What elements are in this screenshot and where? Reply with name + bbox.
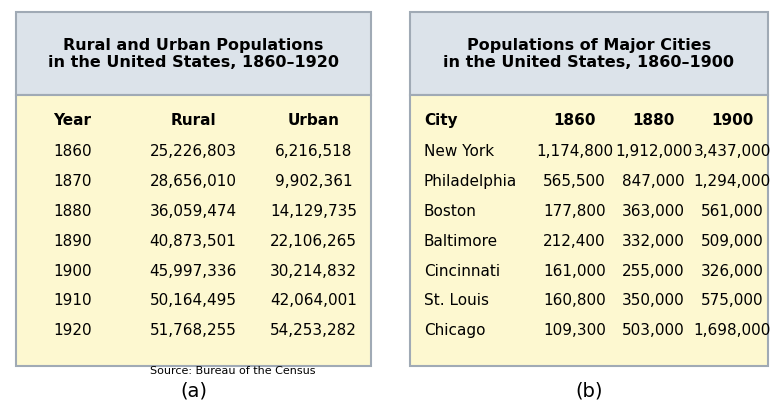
Text: Populations of Major Cities
in the United States, 1860–1900: Populations of Major Cities in the Unite… <box>443 37 735 70</box>
Text: 45,997,336: 45,997,336 <box>149 264 237 278</box>
Text: 1880: 1880 <box>633 113 675 128</box>
Text: 1880: 1880 <box>53 204 91 219</box>
Text: 160,800: 160,800 <box>543 293 606 309</box>
Text: 565,500: 565,500 <box>543 174 606 189</box>
Text: Rural: Rural <box>170 113 216 128</box>
Text: 1900: 1900 <box>711 113 753 128</box>
Text: Cincinnati: Cincinnati <box>424 264 500 278</box>
Text: 1860: 1860 <box>553 113 596 128</box>
Text: Rural and Urban Populations
in the United States, 1860–1920: Rural and Urban Populations in the Unite… <box>48 37 339 70</box>
Text: 42,064,001: 42,064,001 <box>271 293 357 309</box>
Text: Source: Bureau of the Census: Source: Bureau of the Census <box>151 366 316 376</box>
Text: 28,656,010: 28,656,010 <box>150 174 236 189</box>
Text: Boston: Boston <box>424 204 477 219</box>
Text: 161,000: 161,000 <box>543 264 606 278</box>
Text: 332,000: 332,000 <box>622 234 685 249</box>
FancyBboxPatch shape <box>16 12 370 95</box>
Text: 54,253,282: 54,253,282 <box>271 323 357 338</box>
Text: 503,000: 503,000 <box>622 323 685 338</box>
Text: 109,300: 109,300 <box>543 323 606 338</box>
Text: 22,106,265: 22,106,265 <box>270 234 357 249</box>
Text: 14,129,735: 14,129,735 <box>270 204 357 219</box>
Text: Chicago: Chicago <box>424 323 485 338</box>
Text: 9,902,361: 9,902,361 <box>275 174 353 189</box>
Text: Philadelphia: Philadelphia <box>424 174 517 189</box>
Text: 255,000: 255,000 <box>622 264 685 278</box>
Text: 1,294,000: 1,294,000 <box>693 174 771 189</box>
FancyBboxPatch shape <box>16 95 370 366</box>
Text: 1,912,000: 1,912,000 <box>615 144 692 160</box>
Text: 1910: 1910 <box>53 293 92 309</box>
Text: 36,059,474: 36,059,474 <box>150 204 236 219</box>
FancyBboxPatch shape <box>410 12 768 95</box>
Text: 847,000: 847,000 <box>622 174 685 189</box>
Text: 326,000: 326,000 <box>701 264 764 278</box>
Text: St. Louis: St. Louis <box>424 293 489 309</box>
Text: (b): (b) <box>575 381 603 400</box>
Text: Baltimore: Baltimore <box>424 234 498 249</box>
Text: 51,768,255: 51,768,255 <box>150 323 236 338</box>
FancyBboxPatch shape <box>410 95 768 366</box>
Text: 1870: 1870 <box>53 174 91 189</box>
Text: 25,226,803: 25,226,803 <box>150 144 236 160</box>
Text: 6,216,518: 6,216,518 <box>275 144 353 160</box>
Text: 1900: 1900 <box>53 264 92 278</box>
Text: 1,698,000: 1,698,000 <box>693 323 771 338</box>
Text: 212,400: 212,400 <box>543 234 606 249</box>
Text: 1890: 1890 <box>53 234 92 249</box>
Text: 1860: 1860 <box>53 144 92 160</box>
Text: 30,214,832: 30,214,832 <box>270 264 357 278</box>
Text: 177,800: 177,800 <box>543 204 606 219</box>
Text: 509,000: 509,000 <box>701 234 764 249</box>
Text: 1920: 1920 <box>53 323 92 338</box>
Text: Year: Year <box>53 113 91 128</box>
Text: (a): (a) <box>180 381 207 400</box>
Text: Urban: Urban <box>288 113 340 128</box>
Text: City: City <box>424 113 458 128</box>
Text: 350,000: 350,000 <box>622 293 685 309</box>
Text: 363,000: 363,000 <box>622 204 685 219</box>
Text: New York: New York <box>424 144 494 160</box>
Text: 575,000: 575,000 <box>701 293 764 309</box>
Text: 50,164,495: 50,164,495 <box>150 293 236 309</box>
Text: 1,174,800: 1,174,800 <box>536 144 613 160</box>
Text: 40,873,501: 40,873,501 <box>150 234 236 249</box>
Text: 561,000: 561,000 <box>701 204 764 219</box>
Text: 3,437,000: 3,437,000 <box>693 144 771 160</box>
